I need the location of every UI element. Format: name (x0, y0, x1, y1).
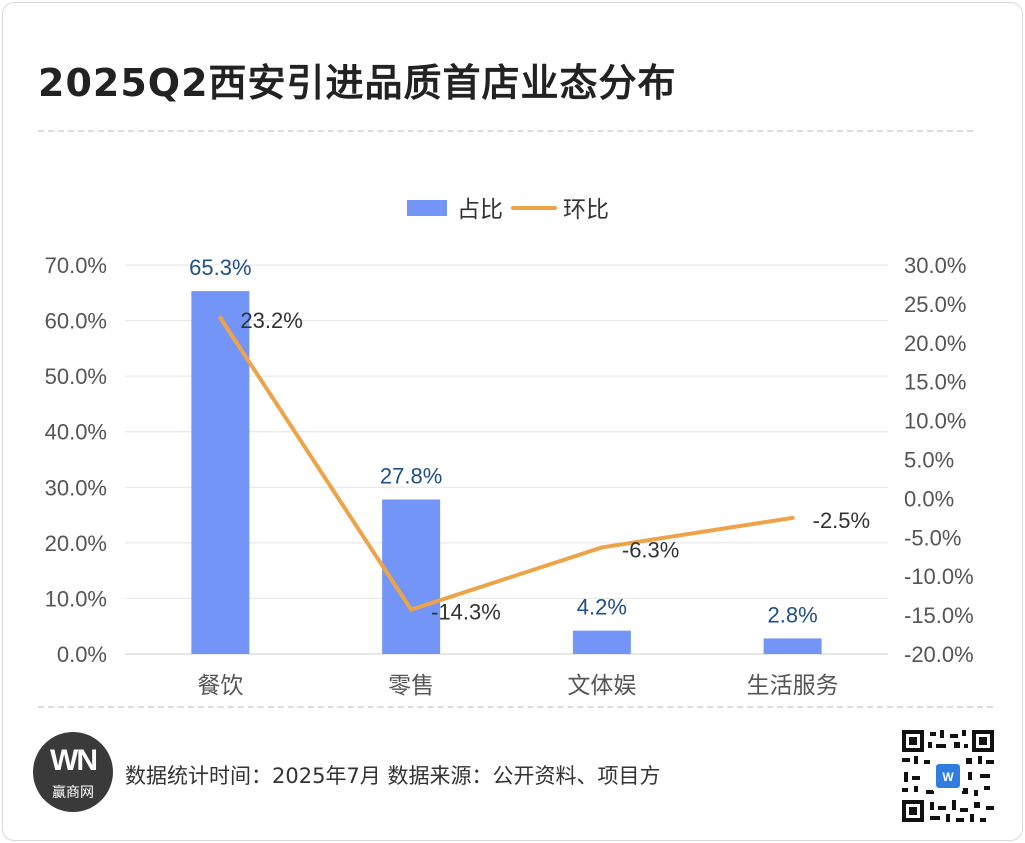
bar-data-label: 2.8% (768, 602, 818, 627)
svg-text:W: W (942, 770, 954, 784)
right-axis-tick-label: 0.0% (904, 486, 954, 511)
left-axis-tick-label: 30.0% (45, 475, 107, 500)
source-note: 数据统计时间：2025年7月 数据来源：公开资料、项目方 (125, 764, 661, 788)
left-axis-tick-label: 70.0% (45, 253, 107, 278)
legend-swatch-bar (407, 200, 447, 216)
line-data-label: -6.3% (622, 537, 679, 562)
right-axis-tick-label: -10.0% (904, 564, 974, 589)
right-axis-tick-label: 5.0% (904, 448, 954, 473)
right-axis-tick-label: 25.0% (904, 292, 966, 317)
left-axis-tick-label: 60.0% (45, 309, 107, 334)
right-axis-tick-label: 20.0% (904, 331, 966, 356)
left-axis-tick-label: 10.0% (45, 586, 107, 611)
left-axis-tick-label: 40.0% (45, 420, 107, 445)
logo-name: 赢商网 (52, 785, 94, 801)
footer-divider (38, 706, 993, 708)
category-tick-label: 生活服务 (747, 673, 839, 699)
bar-data-label: 27.8% (380, 464, 442, 489)
category-tick-label: 文体娱 (567, 673, 636, 699)
legend-label-bar: 占比 (457, 197, 503, 223)
right-axis-tick-label: 10.0% (904, 409, 966, 434)
left-axis-tick-label: 50.0% (45, 364, 107, 389)
brand-logo: WN 赢商网 (33, 732, 113, 812)
left-axis-tick-label: 0.0% (57, 642, 107, 667)
right-axis-tick-label: 15.0% (904, 370, 966, 395)
bar (191, 291, 250, 654)
qr-code-icon: W (900, 728, 996, 824)
bar (572, 630, 631, 654)
right-axis-tick-label: -5.0% (904, 525, 961, 550)
line-series-huanbi (218, 315, 795, 612)
category-tick-label: 餐饮 (197, 673, 243, 699)
bar-data-label: 4.2% (577, 595, 627, 620)
right-axis-tick-label: 30.0% (904, 253, 966, 278)
right-axis-tick-label: -15.0% (904, 603, 974, 628)
line-data-label: -14.3% (431, 600, 501, 625)
line-data-label: -2.5% (813, 508, 870, 533)
line-data-label: 23.2% (240, 308, 302, 333)
bar (763, 638, 822, 654)
legend-label-line: 环比 (563, 197, 609, 223)
left-axis-tick-label: 20.0% (45, 531, 107, 556)
category-tick-label: 零售 (388, 673, 434, 699)
title-divider (38, 130, 973, 132)
logo-mark: WN (50, 744, 98, 777)
right-axis-tick-label: -20.0% (904, 642, 974, 667)
chart-title: 2025Q2西安引进品质首店业态分布 (38, 61, 677, 105)
bar-data-label: 65.3% (189, 255, 251, 280)
